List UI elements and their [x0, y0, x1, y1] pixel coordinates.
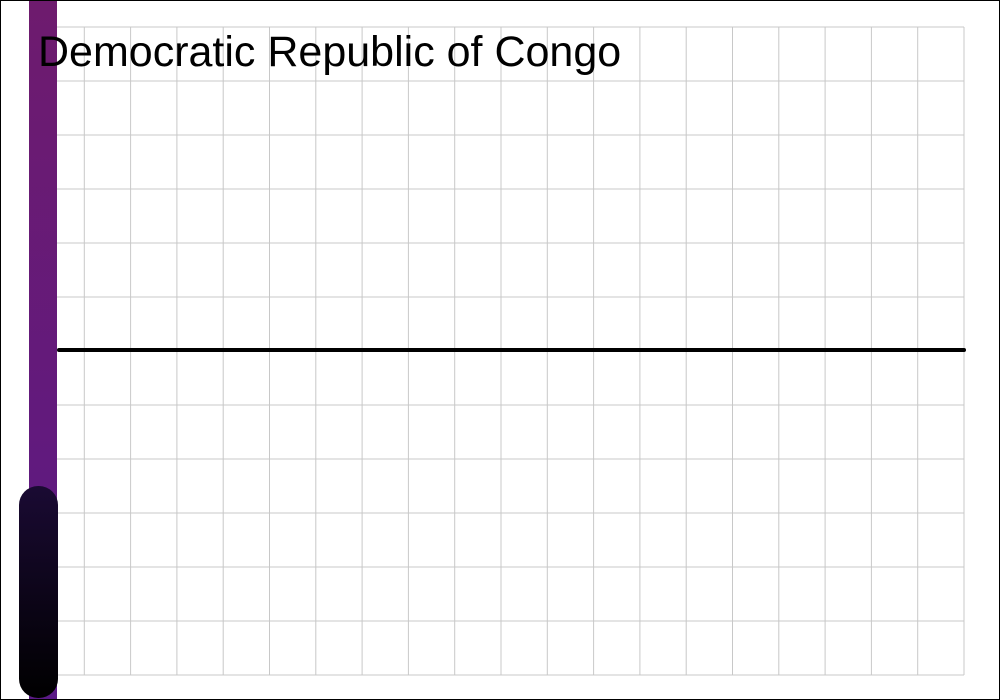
color-band [19, 1, 58, 699]
color-band-marker [19, 486, 58, 698]
chart-title: Democratic Republic of Congo [38, 28, 622, 76]
